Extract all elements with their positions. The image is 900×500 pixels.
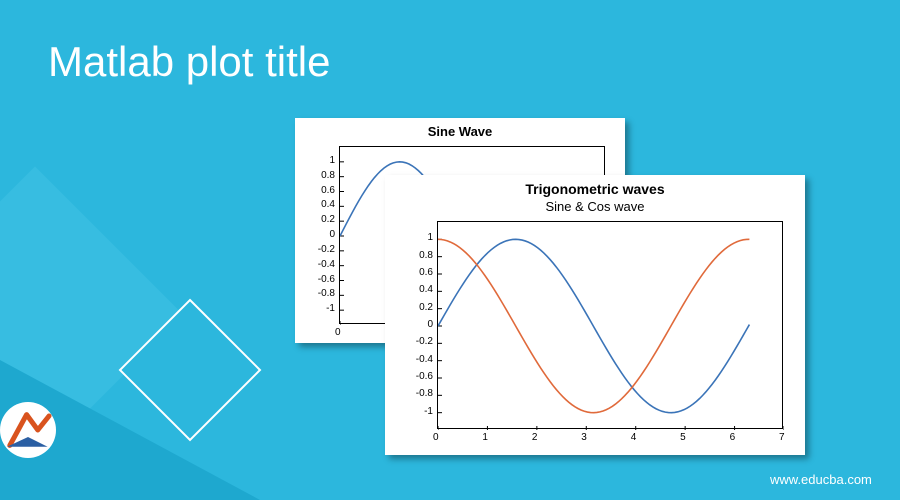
- footer-url: www.educba.com: [770, 472, 872, 487]
- xtick-label: 2: [532, 432, 538, 443]
- ytick-label: -0.6: [318, 274, 335, 285]
- ytick-label: 0.4: [419, 284, 433, 295]
- ytick-label: -0.4: [318, 259, 335, 270]
- ytick-label: 0.6: [321, 185, 335, 196]
- xtick-label: 6: [730, 432, 736, 443]
- ytick-label: -1: [326, 303, 335, 314]
- ytick-label: 1: [427, 232, 433, 243]
- ytick-label: 0.8: [321, 170, 335, 181]
- ytick-label: -0.2: [318, 244, 335, 255]
- ytick-label: -0.2: [416, 336, 433, 347]
- xtick-label: 7: [779, 432, 785, 443]
- trig-plot-area: [437, 221, 783, 429]
- xtick-label: 4: [631, 432, 637, 443]
- xtick-label: 5: [680, 432, 686, 443]
- page-canvas: Matlab plot title Sine Wave -1 -0.8 -0.6 -0…: [0, 0, 900, 500]
- xtick-label: 3: [581, 432, 587, 443]
- trig-chart-title: Trigonometric waves: [385, 181, 805, 197]
- trig-chart-card: Trigonometric waves Sine & Cos wave -1 -0…: [385, 175, 805, 455]
- xtick-label: 1: [482, 432, 488, 443]
- ytick-label: 0.8: [419, 250, 433, 261]
- trig-chart-subtitle: Sine & Cos wave: [385, 199, 805, 214]
- ytick-label: 1: [329, 155, 335, 166]
- ytick-label: 0.4: [321, 199, 335, 210]
- xtick-label: 0: [335, 327, 341, 338]
- ytick-label: 0: [427, 319, 433, 330]
- sine-wave-chart-title: Sine Wave: [295, 124, 625, 139]
- ytick-label: -0.8: [416, 388, 433, 399]
- page-title: Matlab plot title: [48, 38, 330, 86]
- trig-svg: [438, 222, 784, 430]
- ytick-label: 0.6: [419, 267, 433, 278]
- ytick-label: -1: [424, 406, 433, 417]
- ytick-label: 0.2: [321, 214, 335, 225]
- ytick-label: -0.6: [416, 371, 433, 382]
- xtick-label: 0: [433, 432, 439, 443]
- ytick-label: 0: [329, 229, 335, 240]
- ytick-label: 0.2: [419, 302, 433, 313]
- ytick-label: -0.4: [416, 354, 433, 365]
- ytick-label: -0.8: [318, 288, 335, 299]
- educba-logo: [0, 402, 56, 458]
